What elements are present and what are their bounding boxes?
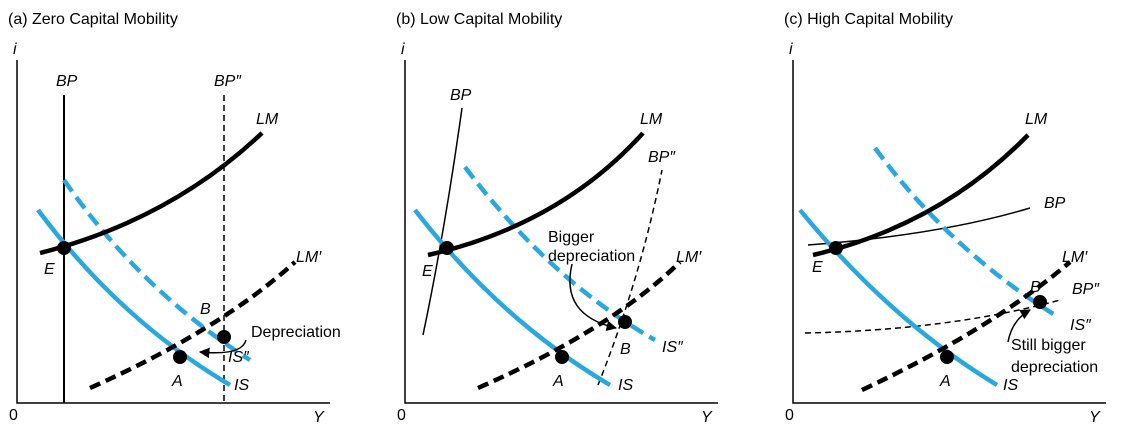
lm-curve (812, 133, 1030, 258)
arrow (569, 263, 618, 331)
x-axis-label: Y (701, 409, 713, 426)
point (57, 241, 71, 255)
curve-label: B (620, 341, 631, 358)
annotation: depreciation (1011, 359, 1098, 376)
curve-label: IS (618, 377, 633, 394)
y-axis-label: i (789, 41, 793, 58)
curve-label: BP″ (214, 73, 242, 90)
point (618, 315, 632, 329)
curve-label: LM (1025, 111, 1048, 128)
curve-label: E (422, 263, 433, 280)
curve-label: LM′ (1062, 249, 1088, 266)
curve-label: IS (234, 377, 249, 394)
point (440, 241, 454, 255)
point (1033, 295, 1047, 309)
curve-label: BP″ (1072, 281, 1100, 298)
is-curve (413, 208, 612, 387)
curve-label: B (200, 301, 211, 318)
y-axis-label: i (13, 41, 17, 58)
lm2-curve (89, 260, 297, 391)
panel-title: (a) Zero Capital Mobility (8, 11, 178, 28)
axes (792, 60, 1106, 404)
annotation: depreciation (548, 248, 635, 265)
curve-label: LM (256, 111, 279, 128)
panel-c (792, 60, 1106, 404)
is2-curve (463, 165, 657, 342)
panel-title: (c) High Capital Mobility (784, 11, 953, 28)
annotation: Still bigger (1011, 337, 1086, 354)
lm2-curve (861, 260, 1072, 393)
curve-label: LM′ (296, 249, 322, 266)
axes (404, 60, 718, 404)
curve-label: E (44, 261, 55, 278)
curve-label: A (171, 373, 183, 390)
curve-label: A (939, 373, 951, 390)
x-axis-label: Y (1089, 409, 1101, 426)
panel-b (404, 60, 718, 404)
curve-label: IS″ (662, 339, 684, 356)
y-axis-label: i (401, 41, 405, 58)
point (217, 330, 231, 344)
bp-curve (422, 107, 463, 336)
is2-curve (873, 146, 1057, 317)
curve-label: LM′ (676, 249, 702, 266)
point (173, 350, 187, 364)
curve-label: A (552, 373, 564, 390)
arrow (1007, 309, 1031, 343)
curve-label: E (812, 259, 823, 276)
bp-curve (807, 207, 1031, 246)
curve-label: B (1030, 279, 1041, 296)
curve-label: IS″ (228, 349, 250, 366)
is-curve (36, 208, 232, 387)
origin-label: 0 (785, 407, 794, 424)
curve-label: BP″ (648, 149, 676, 166)
curve-label: BP (56, 73, 78, 90)
point (555, 350, 569, 364)
origin-label: 0 (9, 407, 18, 424)
curve-label: IS″ (1070, 317, 1092, 334)
lm-curve (39, 131, 264, 256)
panel-title: (b) Low Capital Mobility (396, 11, 562, 28)
curve-label: BP (450, 87, 472, 104)
is-curve (798, 208, 999, 387)
point (829, 241, 843, 255)
x-axis-label: Y (313, 409, 325, 426)
lm2-curve (477, 260, 682, 391)
origin-label: 0 (397, 407, 406, 424)
curve-label: LM (640, 111, 663, 128)
curve-label: IS (1003, 377, 1018, 394)
arrow (198, 339, 247, 359)
point (940, 350, 954, 364)
annotation: Depreciation (251, 324, 341, 341)
curve-label: BP (1044, 195, 1066, 212)
bp2-curve (597, 169, 663, 386)
lm-curve (427, 131, 645, 258)
panel-a (16, 60, 330, 404)
annotation: Bigger (548, 229, 595, 246)
is2-curve (62, 178, 252, 362)
axes (16, 60, 330, 404)
